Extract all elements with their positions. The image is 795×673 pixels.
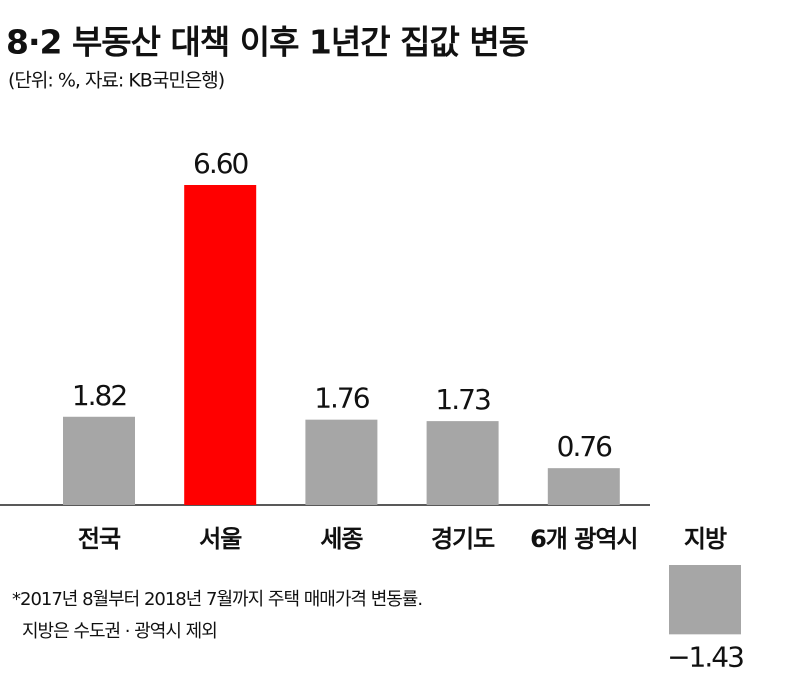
chart-subtitle: (단위: %, 자료: KB국민은행) (8, 70, 224, 92)
bar (547, 468, 620, 505)
value-label: 1.76 (314, 382, 370, 415)
bar (426, 421, 499, 505)
x-tick-label: 세종 (320, 525, 363, 553)
x-tick-label: 6개 광역시 (530, 525, 637, 553)
x-tick-label: 지방 (684, 525, 727, 553)
value-label: 6.60 (193, 147, 248, 180)
bar (63, 416, 135, 505)
value-label: 1.82 (72, 379, 127, 412)
bar (669, 565, 741, 635)
footnote: *2017년 8월부터 2018년 7월까지 주택 매매가격 변동률. (12, 589, 422, 610)
value-label: −1.43 (667, 640, 743, 673)
bar (305, 419, 378, 505)
value-label: 1.73 (435, 383, 490, 416)
bar (184, 185, 257, 505)
value-label: 0.76 (557, 430, 613, 463)
footnote: 지방은 수도권 · 광역시 제외 (22, 621, 217, 642)
x-tick-label: 경기도 (431, 525, 495, 553)
chart-title: 8·2 부동산 대책 이후 1년간 집값 변동 (6, 23, 529, 62)
x-tick-label: 서울 (199, 525, 242, 553)
x-tick-label: 전국 (78, 525, 121, 553)
